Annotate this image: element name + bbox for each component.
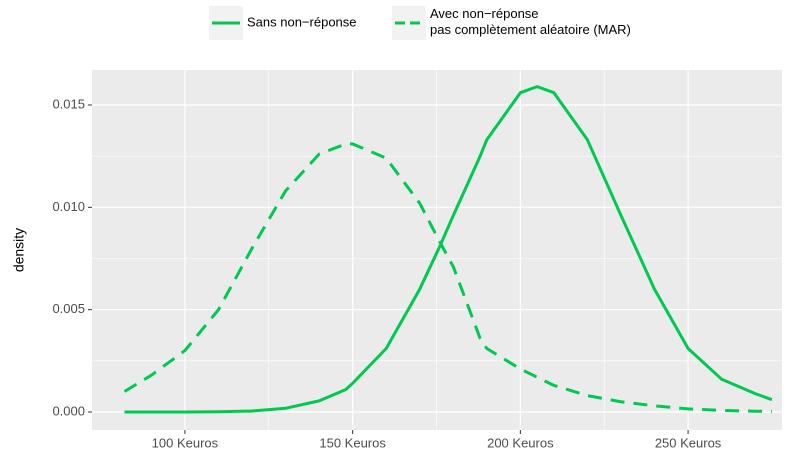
legend-label: Sans non−réponse	[247, 14, 357, 29]
series-line	[123, 142, 772, 413]
lines	[123, 85, 773, 414]
x-tick-label: 150 Keuros	[319, 435, 386, 450]
y-axis-label: density	[11, 228, 27, 272]
legend-label: Avec non−réponse pas complètement aléatoi…	[430, 6, 631, 37]
x-tick-label: 250 Keuros	[655, 435, 722, 450]
axes: 0.000 0.005 0.010 0.015 100 Keuros 150 Keuros…	[52, 96, 721, 450]
legend: Sans non−réponse Avec non−réponse pas comp…	[209, 6, 631, 40]
x-tick-label: 200 Keuros	[487, 435, 554, 450]
x-tick-label: 100 Keuros	[152, 435, 219, 450]
y-tick-label: 0.015	[52, 96, 85, 111]
y-tick-label: 0.000	[52, 403, 85, 418]
series-line	[124, 85, 773, 414]
y-tick-label: 0.005	[52, 301, 85, 316]
y-tick-label: 0.010	[52, 199, 85, 214]
grid	[92, 70, 782, 430]
